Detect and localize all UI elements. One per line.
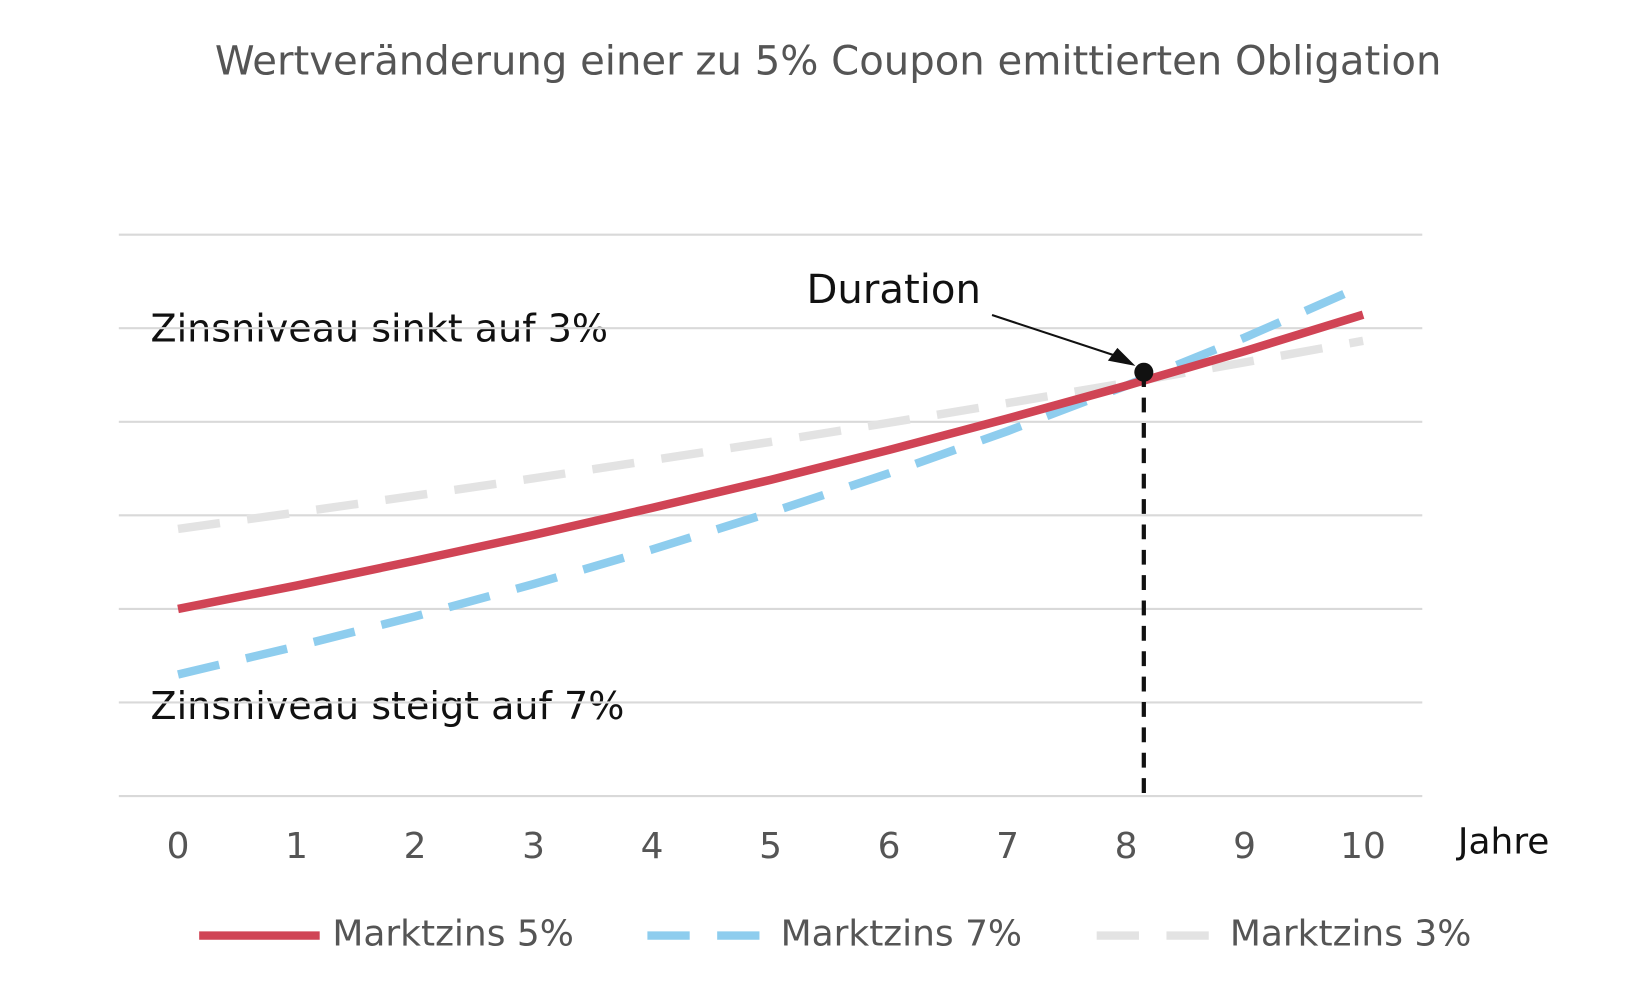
legend-label: Marktzins 3% — [1230, 914, 1472, 955]
annotation: Zinsniveau steigt auf 7% — [151, 684, 625, 728]
series-line — [177, 310, 1365, 614]
x-tick-label: 6 — [878, 826, 901, 867]
arrow-line — [991, 314, 1121, 359]
chart-title: Wertveränderung einer zu 5% Coupon emitt… — [215, 38, 1442, 84]
x-tick-label: 8 — [1115, 826, 1138, 867]
x-tick-label: 4 — [641, 826, 664, 867]
duration-label: Duration — [807, 267, 981, 313]
x-axis-label: Jahre — [1456, 822, 1550, 863]
x-tick-label: 5 — [759, 826, 782, 867]
x-tick-label: 1 — [285, 826, 308, 867]
x-tick-label: 2 — [404, 826, 427, 867]
x-tick-label: 10 — [1340, 826, 1386, 867]
legend-label: Marktzins 7% — [781, 914, 1023, 955]
x-tick-label: 9 — [1233, 826, 1256, 867]
duration-point — [1134, 362, 1154, 382]
x-tick-label: 7 — [996, 826, 1019, 867]
arrowhead — [1107, 347, 1136, 366]
x-tick-label: 3 — [522, 826, 545, 867]
x-tick-label: 0 — [167, 826, 190, 867]
legend-label: Marktzins 5% — [332, 914, 574, 955]
